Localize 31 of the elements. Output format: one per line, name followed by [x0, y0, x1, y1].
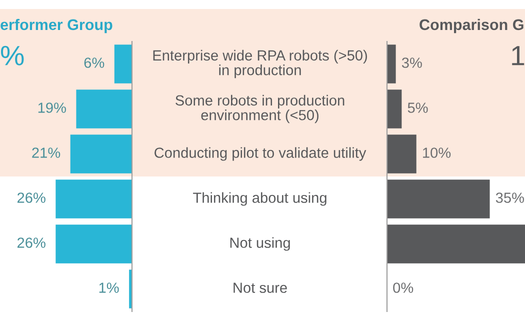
y-tick-label: Thinking about using — [193, 192, 326, 206]
data-label: 35% — [496, 192, 524, 203]
data-label: 0% — [393, 282, 414, 293]
bar — [56, 224, 132, 264]
data-label: 10% — [423, 148, 451, 158]
data-label: 1% — [99, 282, 119, 293]
data-label: 6% — [84, 58, 104, 68]
data-label: 26% — [17, 238, 46, 248]
bar — [56, 180, 132, 218]
bar — [114, 44, 132, 84]
chart-title: Comparison G — [420, 18, 524, 34]
bar — [387, 134, 416, 174]
data-label: 3% — [402, 58, 422, 68]
data-label: 21% — [32, 148, 60, 158]
bar — [387, 90, 402, 128]
bar — [387, 224, 525, 264]
bar — [387, 180, 490, 218]
y-tick-label: Conducting pilot to validate utility — [154, 147, 366, 161]
bar — [76, 90, 132, 128]
bar — [70, 134, 132, 174]
y-tick-label: Enterprise wide RPA robots (>50) in production — [153, 50, 367, 78]
y-tick-label: Not using — [230, 237, 290, 251]
y-tick-label: Not sure — [234, 282, 287, 293]
data-label: 19% — [38, 102, 66, 113]
bar — [387, 44, 396, 84]
text: % — [0, 46, 24, 66]
annotation: 1 — [512, 46, 524, 66]
y-tick-label: Some robots in production environment (<50) — [176, 94, 344, 124]
data-label: 26% — [17, 192, 46, 203]
chart-title: erformer Group — [0, 18, 112, 34]
data-label: 5% — [408, 102, 428, 113]
